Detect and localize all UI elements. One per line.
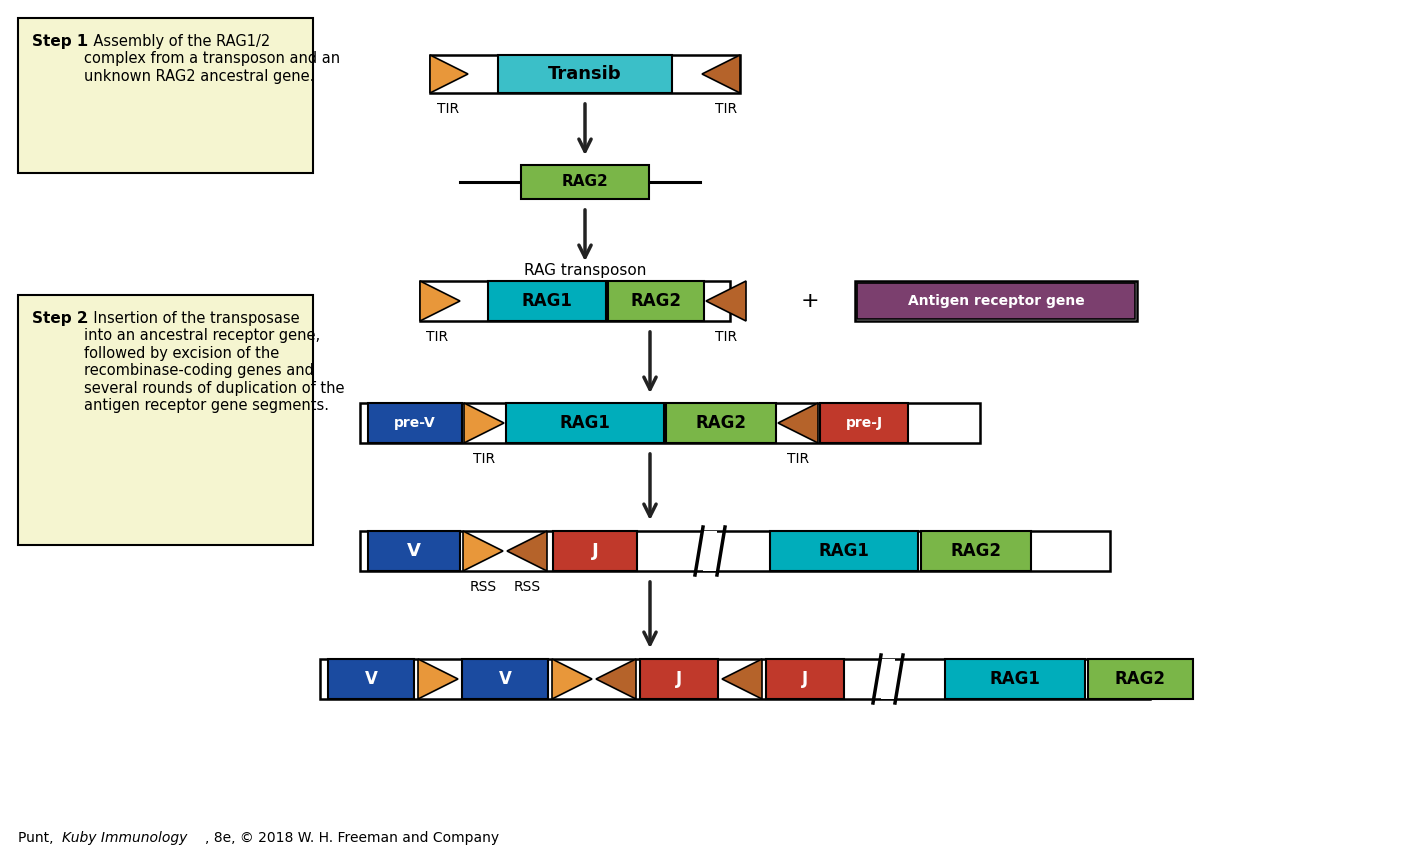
Polygon shape bbox=[778, 403, 818, 443]
Text: RAG2: RAG2 bbox=[696, 414, 747, 432]
Bar bbox=[463, 659, 548, 699]
Bar bbox=[430, 55, 740, 93]
Bar bbox=[855, 281, 1137, 321]
Text: RAG1: RAG1 bbox=[990, 670, 1040, 688]
Text: RSS: RSS bbox=[513, 580, 540, 594]
Text: RAG1: RAG1 bbox=[818, 542, 869, 560]
Bar bbox=[945, 659, 1085, 699]
Bar bbox=[607, 281, 704, 321]
Text: TIR: TIR bbox=[787, 452, 808, 466]
Bar bbox=[506, 403, 664, 443]
Bar bbox=[368, 403, 463, 443]
Text: RAG2: RAG2 bbox=[1115, 670, 1166, 688]
Polygon shape bbox=[553, 659, 592, 699]
Text: V: V bbox=[408, 542, 420, 560]
Text: RSS: RSS bbox=[470, 580, 496, 594]
Text: pre-V: pre-V bbox=[394, 416, 436, 430]
Text: Step 2: Step 2 bbox=[32, 311, 87, 326]
Polygon shape bbox=[418, 659, 458, 699]
Text: RAG transposon: RAG transposon bbox=[524, 264, 647, 278]
Text: . Insertion of the transposase
into an ancestral receptor gene,
followed by exci: . Insertion of the transposase into an a… bbox=[84, 311, 344, 413]
Text: RAG2: RAG2 bbox=[950, 542, 1001, 560]
Bar bbox=[488, 281, 606, 321]
Bar bbox=[882, 659, 896, 699]
Text: TIR: TIR bbox=[472, 452, 495, 466]
Bar bbox=[766, 659, 844, 699]
Bar bbox=[321, 659, 1150, 699]
Text: RAG2: RAG2 bbox=[561, 175, 609, 189]
Polygon shape bbox=[464, 403, 503, 443]
Polygon shape bbox=[596, 659, 636, 699]
Bar bbox=[360, 403, 980, 443]
Polygon shape bbox=[723, 659, 762, 699]
Text: J: J bbox=[801, 670, 808, 688]
Text: . Assembly of the RAG1/2
complex from a transposon and an
unknown RAG2 ancestral: . Assembly of the RAG1/2 complex from a … bbox=[84, 34, 340, 84]
Text: +: + bbox=[800, 291, 820, 311]
Text: pre-J: pre-J bbox=[845, 416, 883, 430]
Bar bbox=[666, 403, 776, 443]
Text: J: J bbox=[676, 670, 682, 688]
Bar bbox=[703, 531, 717, 571]
Text: V: V bbox=[499, 670, 512, 688]
Bar bbox=[420, 281, 730, 321]
Bar bbox=[360, 531, 1109, 571]
Text: TIR: TIR bbox=[437, 102, 460, 116]
Bar bbox=[921, 531, 1031, 571]
Bar bbox=[18, 295, 314, 545]
Polygon shape bbox=[508, 531, 547, 571]
Bar bbox=[858, 283, 1135, 319]
Text: Transib: Transib bbox=[548, 65, 621, 83]
Polygon shape bbox=[706, 281, 747, 321]
Text: , 8e, © 2018 W. H. Freeman and Company: , 8e, © 2018 W. H. Freeman and Company bbox=[205, 831, 499, 845]
Bar bbox=[640, 659, 718, 699]
Polygon shape bbox=[420, 281, 460, 321]
Polygon shape bbox=[463, 531, 503, 571]
Text: Step 1: Step 1 bbox=[32, 34, 87, 49]
Bar bbox=[522, 165, 650, 199]
Text: TIR: TIR bbox=[426, 330, 449, 344]
Text: Antigen receptor gene: Antigen receptor gene bbox=[908, 294, 1084, 308]
Text: RAG1: RAG1 bbox=[522, 292, 572, 310]
Text: RAG1: RAG1 bbox=[560, 414, 610, 432]
Bar bbox=[328, 659, 413, 699]
Bar bbox=[1088, 659, 1194, 699]
Text: J: J bbox=[592, 542, 599, 560]
Text: RAG2: RAG2 bbox=[630, 292, 682, 310]
Bar bbox=[820, 403, 908, 443]
Bar bbox=[368, 531, 460, 571]
Bar bbox=[770, 531, 918, 571]
Text: TIR: TIR bbox=[714, 102, 737, 116]
Text: TIR: TIR bbox=[714, 330, 737, 344]
Text: Punt,: Punt, bbox=[18, 831, 58, 845]
Polygon shape bbox=[702, 55, 740, 93]
Text: V: V bbox=[364, 670, 377, 688]
Bar bbox=[498, 55, 672, 93]
Bar bbox=[18, 18, 314, 173]
Polygon shape bbox=[430, 55, 468, 93]
Bar bbox=[553, 531, 637, 571]
Text: Kuby Immunology: Kuby Immunology bbox=[62, 831, 187, 845]
